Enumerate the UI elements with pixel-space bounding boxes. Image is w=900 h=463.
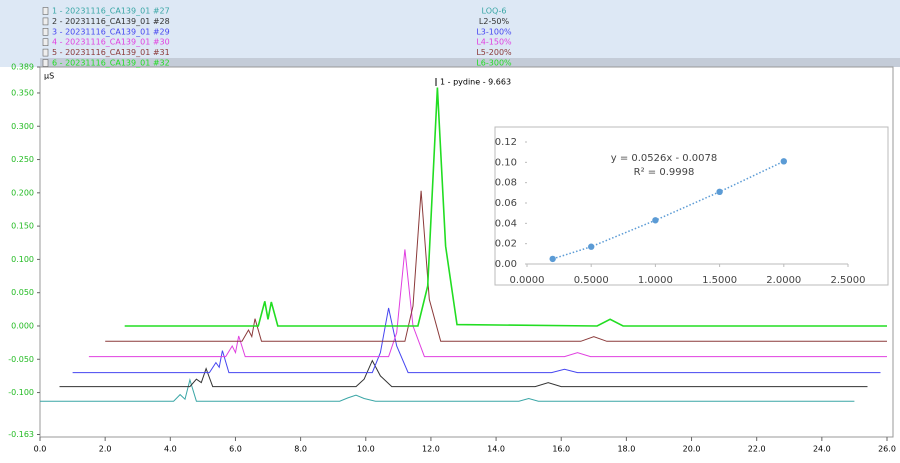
inset-y-tick-label: 0.12 (495, 137, 517, 148)
legend-entry[interactable]: 4 - 20231116_CA139_01 #30 (52, 38, 170, 47)
y-tick-label: 0.389 (11, 63, 34, 72)
legend-level[interactable]: LOQ-6 (482, 7, 507, 16)
y-tick-label: 0.000 (11, 321, 34, 330)
peak-annotation: 1 - pydine - 9.663 (440, 78, 511, 87)
x-tick-label: 24.0 (813, 445, 831, 454)
legend-entry[interactable]: 5 - 20231116_CA139_01 #31 (52, 48, 170, 57)
y-tick-label: 0.050 (11, 288, 34, 297)
y-tick-label: 0.350 (11, 88, 34, 97)
x-tick-label: 8.0 (294, 445, 307, 454)
trace (40, 378, 855, 402)
legend-level[interactable]: L2-50% (479, 17, 510, 26)
y-tick-label: 0.300 (11, 122, 34, 131)
calibration-point (588, 243, 595, 250)
trace (105, 190, 887, 342)
equation: y = 0.0526x - 0.0078 (611, 153, 718, 164)
inset-y-tick-label: 0.08 (495, 178, 517, 189)
inset-y-tick-label: 0.06 (495, 198, 517, 209)
x-tick-label: 16.0 (552, 445, 570, 454)
x-tick-label: 22.0 (748, 445, 766, 454)
calibration-point (549, 255, 556, 263)
y-tick-label: -0.050 (8, 355, 34, 364)
row-icon[interactable] (42, 59, 49, 67)
trace (124, 87, 887, 327)
calibration-point (652, 217, 659, 224)
legend-level[interactable]: L6-300% (476, 59, 512, 68)
legend-level[interactable]: L4-150% (476, 38, 512, 47)
y-tick-label: 0.150 (11, 222, 34, 231)
row-icon[interactable] (42, 48, 49, 57)
inset-x-tick-label: 1.0000 (638, 275, 673, 286)
y-tick-label: 0.200 (11, 188, 34, 197)
legend-entry[interactable]: 2 - 20231116_CA139_01 #28 (52, 17, 170, 26)
y-tick-label: -0.100 (8, 388, 34, 397)
inset-y-tick-label: 0.02 (495, 239, 517, 250)
selected-row (40, 58, 900, 67)
trace (59, 359, 868, 388)
inset-x-tick-label: 2.0000 (766, 275, 801, 286)
legend-level[interactable]: L3-100% (476, 27, 512, 36)
inset-y-tick-label: 0.04 (495, 218, 517, 229)
row-icon[interactable] (42, 17, 49, 26)
calibration-point (780, 158, 787, 165)
x-tick-label: 2.0 (99, 445, 112, 454)
inset-x-tick-label: 2.5000 (831, 275, 866, 286)
x-tick-label: 6.0 (229, 445, 242, 454)
row-icon[interactable] (42, 38, 49, 47)
legend-entry[interactable]: 1 - 20231116_CA139_01 #27 (52, 7, 170, 16)
calibration-point (716, 188, 723, 196)
y-tick-label: -0.163 (8, 430, 34, 439)
y-tick-label: 0.250 (11, 155, 34, 164)
legend-entry[interactable]: 6 - 20231116_CA139_01 #32 (52, 59, 170, 68)
x-tick-label: 0.0 (34, 445, 47, 454)
inset-x-tick-label: 0.5000 (574, 275, 609, 286)
inset-y-tick-label: 0.00 (495, 259, 517, 270)
inset-x-tick-label: 1.5000 (702, 275, 737, 286)
header-panel (0, 0, 900, 67)
trace (88, 249, 887, 358)
legend-level[interactable]: L5-200% (476, 48, 512, 57)
inset-frame (494, 126, 889, 286)
x-tick-label: 10.0 (357, 445, 375, 454)
y-axis-label: μS (44, 72, 54, 81)
r-squared: R² = 0.9998 (634, 167, 695, 178)
legend-entry[interactable]: 3 - 20231116_CA139_01 #29 (52, 27, 170, 36)
inset-x-tick-label: 0.0000 (510, 275, 545, 286)
x-tick-label: 12.0 (422, 445, 440, 454)
inset-y-tick-label: 0.10 (495, 157, 517, 168)
y-tick-label: 0.100 (11, 255, 34, 264)
row-icon[interactable] (42, 7, 49, 15)
x-tick-label: 14.0 (487, 445, 505, 454)
x-tick-label: 18.0 (617, 445, 635, 454)
x-tick-label: 4.0 (164, 445, 177, 454)
x-tick-label: 20.0 (683, 445, 701, 454)
row-icon[interactable] (42, 27, 49, 36)
x-tick-label: 26.0 (878, 445, 896, 454)
trace (72, 307, 881, 374)
